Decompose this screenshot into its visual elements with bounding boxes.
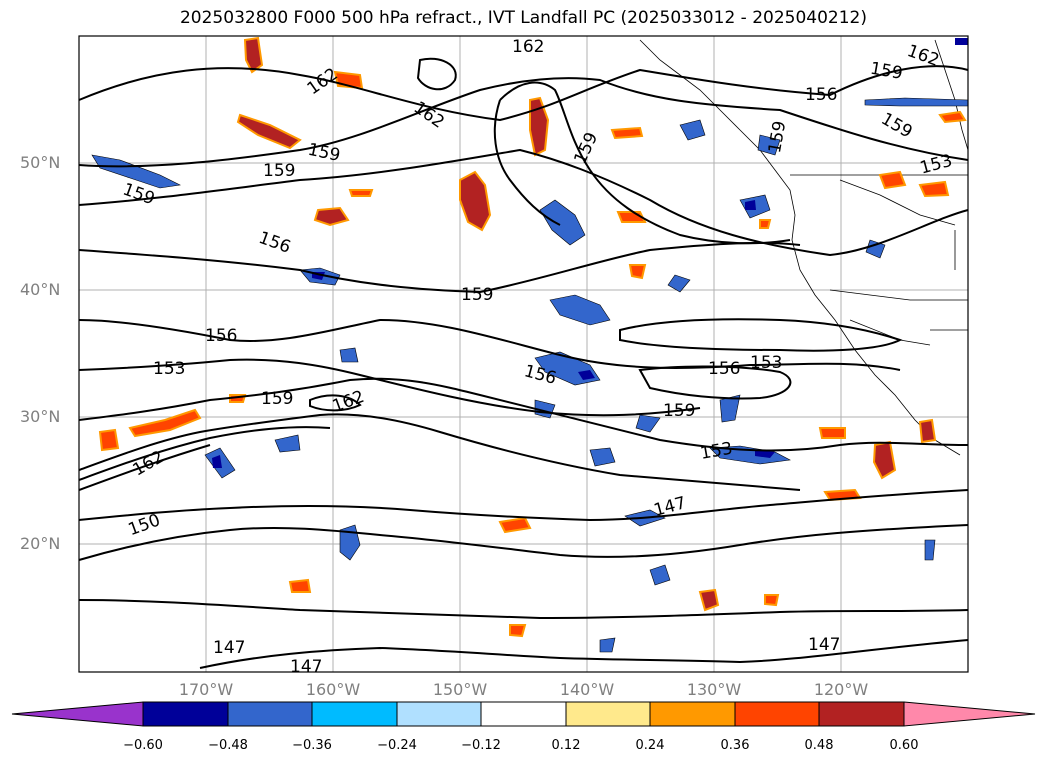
contour-label: 159 [461, 285, 493, 305]
lat-label: 40°N [20, 280, 61, 299]
contour-label: 162 [512, 37, 544, 57]
contour-label: 156 [805, 85, 837, 105]
colorbar-tick: 0.36 [720, 738, 750, 753]
contour-label: 147 [290, 657, 322, 677]
colorbar-tick: 0.60 [889, 738, 919, 753]
colorbar-tick: −0.36 [292, 738, 332, 753]
colorbar-tick: −0.24 [377, 738, 417, 753]
contours [78, 57, 969, 669]
plot-border [78, 35, 969, 673]
lon-label: 160°W [305, 680, 361, 699]
contour-label: 156 [708, 359, 740, 379]
colorbar-tick: −0.12 [461, 738, 501, 753]
contour-label: 159 [263, 161, 295, 181]
contour-label: 156 [205, 326, 237, 346]
lon-label: 120°W [813, 680, 869, 699]
lat-label: 20°N [20, 534, 61, 553]
lat-label: 50°N [20, 153, 61, 172]
colorbar-tick: 0.48 [804, 738, 834, 753]
map-title: 2025032800 F000 500 hPa refract., IVT La… [179, 8, 867, 28]
lon-label: 150°W [432, 680, 488, 699]
lon-label: 170°W [178, 680, 234, 699]
colorbar-tick: 0.12 [551, 738, 581, 753]
contour-label: 153 [750, 353, 782, 373]
contour-label-159: 159 [261, 389, 293, 409]
contour-label: 147 [808, 635, 840, 655]
colorbar-tick: −0.48 [208, 738, 248, 753]
lon-label: 140°W [559, 680, 615, 699]
lon-label: 130°W [686, 680, 742, 699]
colorbar-tick: −0.60 [123, 738, 163, 753]
contour-label: 147 [213, 638, 245, 658]
colorbar [11, 701, 1036, 727]
contour-label: 153 [153, 359, 185, 379]
contour-label-159: 159 [663, 401, 695, 421]
lat-label: 30°N [20, 407, 61, 426]
gridlines [79, 36, 968, 672]
colorbar-tick: 0.24 [635, 738, 665, 753]
coastline [639, 39, 969, 456]
